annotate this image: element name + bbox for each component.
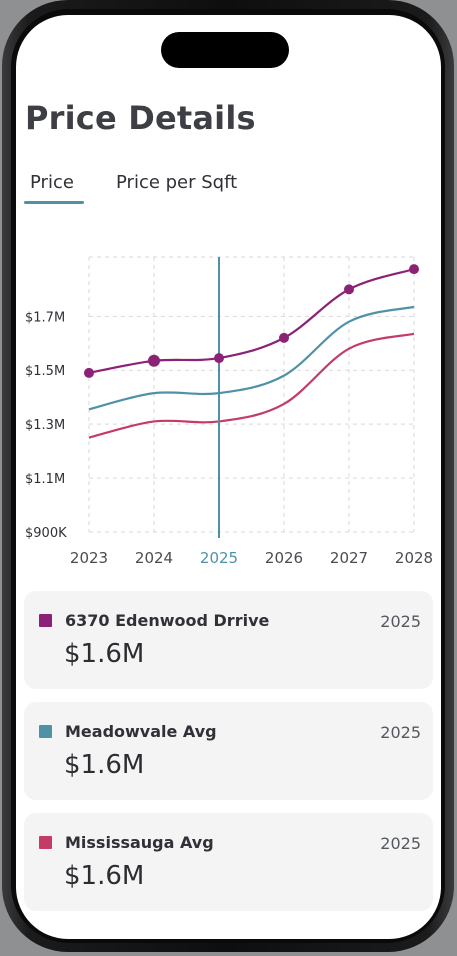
x-tick-label: 2024	[135, 549, 173, 565]
data-point	[214, 353, 224, 364]
series-line	[88, 268, 415, 375]
tab-price-per-sqft[interactable]: Price per Sqft	[116, 172, 238, 193]
card-series-name: Mississauga Avg	[65, 833, 214, 852]
card-series-name: Meadowvale Avg	[65, 722, 217, 741]
card-year: 2025	[380, 612, 421, 631]
x-tick-label: 2023	[70, 549, 108, 565]
data-point	[279, 332, 289, 343]
data-point	[84, 367, 94, 378]
series-line	[88, 332, 415, 439]
card-year: 2025	[380, 834, 421, 853]
card-meadowvale[interactable]: Meadowvale Avg 2025 $1.6M	[24, 702, 433, 800]
series-color-swatch	[39, 614, 52, 627]
y-tick-label: $900K	[25, 526, 67, 541]
x-tick-label: 2025	[200, 549, 238, 565]
data-point	[344, 284, 354, 295]
active-tab-indicator	[24, 201, 84, 204]
data-point	[409, 264, 419, 275]
tab-price[interactable]: Price	[30, 172, 74, 193]
card-price-value: $1.6M	[64, 861, 145, 891]
y-tick-label: $1.7M	[25, 310, 65, 325]
card-property[interactable]: 6370 Edenwood Drrive 2025 $1.6M	[24, 591, 433, 689]
dynamic-island	[161, 32, 289, 68]
series-color-swatch	[39, 725, 52, 738]
price-line-chart[interactable]: $900K $1.1M $1.3M $1.5M $1.7M 2023 2024 2025 202…	[16, 235, 441, 565]
screen: Price Details Price Price per Sqft $900K…	[16, 15, 441, 939]
y-tick-label: $1.3M	[25, 418, 65, 433]
card-year: 2025	[380, 723, 421, 742]
x-tick-label: 2026	[265, 549, 303, 565]
y-tick-label: $1.1M	[25, 472, 65, 487]
series-color-swatch	[39, 836, 52, 849]
legend-cards: 6370 Edenwood Drrive 2025 $1.6M Meadowva…	[24, 591, 433, 924]
card-series-name: 6370 Edenwood Drrive	[65, 611, 270, 630]
page-title: Price Details	[25, 99, 256, 137]
card-price-value: $1.6M	[64, 639, 145, 669]
y-tick-label: $1.5M	[25, 364, 65, 379]
card-price-value: $1.6M	[64, 750, 145, 780]
data-point	[148, 354, 160, 367]
x-tick-label: 2027	[330, 549, 368, 565]
series-line	[88, 305, 415, 411]
card-mississauga[interactable]: Mississauga Avg 2025 $1.6M	[24, 813, 433, 911]
x-tick-label: 2028	[395, 549, 433, 565]
